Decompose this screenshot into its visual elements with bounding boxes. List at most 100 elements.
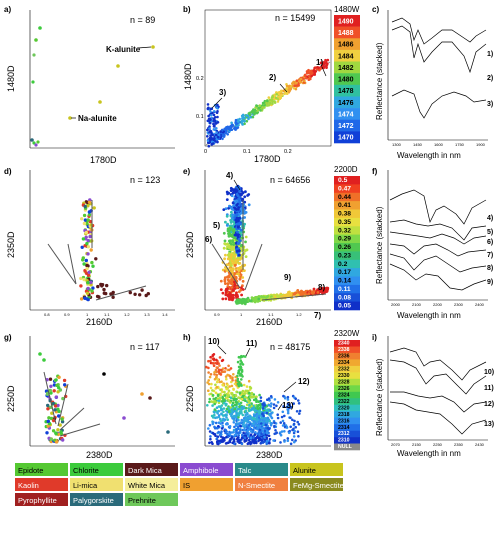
point [217, 409, 220, 413]
point [312, 287, 316, 291]
point [217, 370, 221, 374]
point [81, 258, 85, 262]
point [294, 291, 298, 295]
point [303, 79, 306, 83]
point [224, 404, 228, 407]
point [266, 99, 269, 103]
arrow [59, 407, 85, 431]
marker-5: 5) [213, 221, 220, 230]
scale-swatch [334, 15, 360, 27]
point [230, 436, 234, 439]
point [208, 127, 211, 130]
panel-h-ylabel: 2250D [185, 385, 195, 412]
point [80, 245, 84, 249]
point [100, 283, 105, 287]
point [212, 137, 215, 140]
point [297, 423, 301, 426]
point [262, 414, 266, 418]
point [219, 130, 222, 133]
point [222, 246, 226, 250]
point [256, 427, 259, 431]
point [254, 440, 258, 444]
point [248, 409, 251, 413]
point [213, 402, 216, 406]
point [249, 433, 253, 437]
point [222, 231, 226, 235]
point [55, 440, 59, 444]
point [223, 414, 227, 417]
scale-swatch [334, 217, 360, 227]
point [32, 141, 36, 145]
panel-e-xtick: 0.9 [214, 312, 220, 317]
point [86, 264, 90, 268]
point [228, 291, 232, 295]
point [219, 373, 223, 376]
point [255, 417, 259, 420]
point [240, 373, 243, 376]
point [253, 414, 256, 418]
panel-b-scale-title: 1480W [334, 5, 360, 14]
point [151, 45, 155, 49]
point [248, 113, 252, 117]
point [255, 395, 258, 399]
point [212, 122, 215, 126]
point [220, 440, 224, 444]
scale-label: 2338 [338, 347, 350, 353]
point [236, 233, 240, 237]
point [230, 414, 233, 418]
point [235, 427, 238, 431]
scale-label: 2340 [338, 341, 350, 347]
point [209, 373, 213, 376]
point [84, 235, 88, 239]
point [271, 102, 274, 105]
panel-b-xtick: 0 [204, 149, 207, 155]
point [267, 427, 271, 431]
point [224, 293, 228, 297]
point [281, 419, 285, 423]
point [210, 414, 214, 418]
panel-c-xtick: 1900 [476, 142, 486, 147]
scale-label: 1474 [338, 112, 354, 119]
point [219, 279, 223, 283]
point [211, 404, 214, 407]
point [247, 423, 251, 427]
point [210, 400, 213, 403]
marker-1: 1) [316, 58, 323, 67]
point [240, 405, 244, 409]
point [225, 377, 228, 381]
point [86, 281, 90, 285]
spectrum-10 [389, 347, 487, 381]
point [299, 77, 303, 81]
point [56, 428, 60, 432]
point [221, 297, 225, 301]
point [272, 403, 276, 406]
panel-f-ylabel: Reflectance (stacked) [375, 206, 384, 284]
point [322, 291, 326, 294]
point [258, 406, 262, 410]
point [254, 109, 257, 112]
point [208, 423, 212, 427]
marker-10: 10) [208, 337, 220, 346]
panel-a-points [30, 26, 155, 147]
point [227, 410, 231, 414]
point [224, 242, 228, 246]
point [285, 426, 289, 429]
point [87, 270, 91, 274]
point [215, 385, 219, 389]
point [235, 203, 239, 207]
point [219, 393, 222, 397]
point [272, 439, 275, 442]
arrow-k-alunite [137, 46, 152, 49]
point [262, 295, 265, 299]
point [297, 399, 300, 402]
point [236, 241, 240, 245]
point [250, 393, 253, 396]
point [221, 383, 225, 387]
point [235, 430, 238, 434]
point [210, 136, 213, 139]
point [280, 93, 284, 97]
arrow [43, 371, 57, 425]
point [265, 419, 268, 423]
scale-label: 0.08 [338, 294, 351, 301]
point [54, 431, 58, 435]
